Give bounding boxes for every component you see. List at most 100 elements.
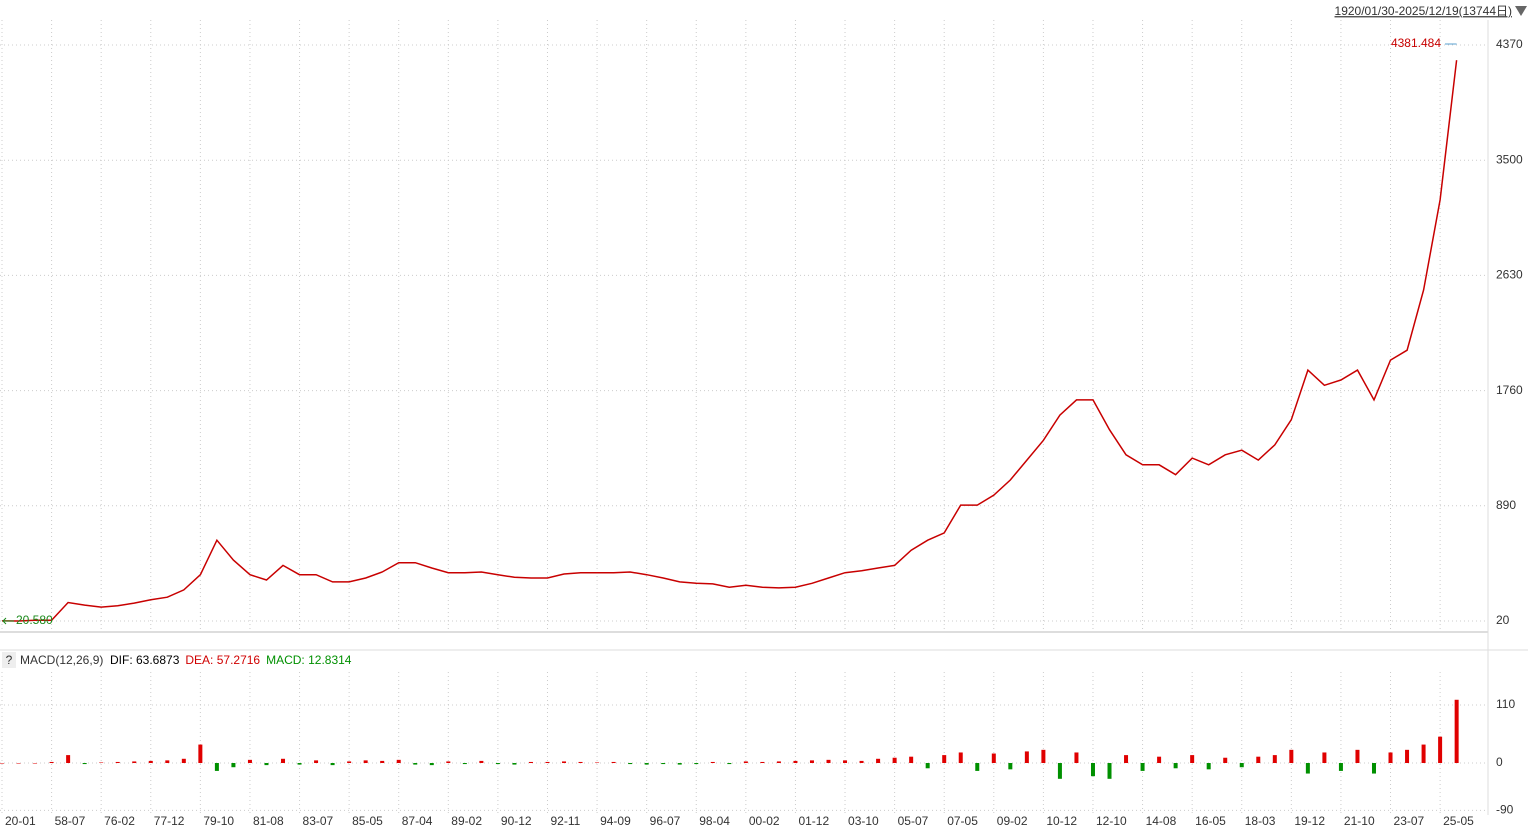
macd-bar — [0, 763, 4, 764]
macd-annotation: DIF: 63.6873 — [110, 653, 180, 667]
macd-bar — [1355, 749, 1360, 764]
macd-bar — [82, 763, 87, 765]
x-tick-label: 96-07 — [650, 814, 681, 828]
help[interactable]: ? — [6, 653, 13, 667]
macd-bar — [578, 761, 583, 764]
macd-bar — [413, 763, 418, 765]
macd-bar — [1206, 763, 1211, 770]
macd-bar — [909, 756, 914, 764]
macd-bar — [1405, 749, 1410, 764]
x-tick-label: 58-07 — [55, 814, 86, 828]
macd-bar — [281, 758, 286, 764]
x-tick-label: 87-04 — [402, 814, 433, 828]
x-tick-label: 79-10 — [203, 814, 234, 828]
y-tick-label: 110 — [1496, 697, 1515, 711]
range-header[interactable]: 1920/01/30-2025/12/19(13744日) — [1335, 4, 1512, 18]
macd-bar — [115, 761, 120, 764]
macd-bar — [677, 763, 682, 765]
x-tick-label: 10-12 — [1046, 814, 1077, 828]
macd-bar — [363, 760, 368, 764]
macd-bar — [16, 763, 21, 764]
x-tick-label: 23-07 — [1394, 814, 1425, 828]
macd-bar — [297, 763, 302, 765]
x-tick-label: 14-08 — [1146, 814, 1177, 828]
macd-bar — [859, 760, 864, 764]
macd-bar — [231, 763, 236, 768]
x-tick-label: 90-12 — [501, 814, 532, 828]
macd-bar — [826, 759, 831, 764]
macd-bar — [1371, 763, 1376, 774]
macd-bar — [495, 763, 500, 765]
macd-bar — [347, 761, 352, 764]
macd-bar — [843, 760, 848, 764]
macd-bar — [1421, 744, 1426, 764]
x-tick-label: 16-05 — [1195, 814, 1226, 828]
macd-bar — [942, 755, 947, 764]
macd-bar — [644, 763, 649, 765]
macd-bar — [214, 763, 219, 771]
macd-bar — [66, 755, 71, 764]
macd-bar — [330, 763, 335, 766]
price-line — [1, 60, 1458, 622]
x-tick-label: 19-12 — [1294, 814, 1325, 828]
macd-bar — [545, 761, 550, 764]
macd-bar — [1305, 763, 1310, 774]
macd-bar — [710, 761, 715, 764]
macd-bar — [661, 763, 666, 765]
max-label: 4381.484 — [1391, 36, 1441, 50]
macd-bar — [562, 761, 567, 764]
help-box[interactable] — [2, 652, 16, 668]
y-tick-label: 0 — [1496, 755, 1503, 769]
macd-bar — [165, 760, 170, 764]
macd-bar — [1074, 752, 1079, 764]
macd-bar — [892, 757, 897, 764]
macd-bar — [1140, 763, 1145, 771]
macd-bar — [1157, 756, 1162, 764]
macd-bar — [380, 760, 385, 764]
macd-bar — [429, 763, 434, 766]
macd-bar — [446, 761, 451, 764]
macd-bar — [991, 753, 996, 764]
x-tick-label: 77-12 — [154, 814, 185, 828]
y-tick-label: 890 — [1496, 498, 1516, 512]
macd-bar — [776, 761, 781, 764]
macd-bar — [99, 762, 104, 764]
x-tick-label: 94-09 — [600, 814, 631, 828]
x-tick-label: 01-12 — [798, 814, 829, 828]
macd-bar — [1024, 751, 1029, 764]
macd-bar — [264, 763, 269, 766]
dropdown-arrow[interactable] — [1515, 6, 1527, 16]
min-pointer — [2, 617, 14, 625]
macd-bar — [1057, 763, 1062, 779]
x-tick-label: 20-01 — [5, 814, 36, 828]
x-tick-label: 18-03 — [1245, 814, 1276, 828]
macd-title: MACD(12,26,9) — [20, 653, 103, 667]
macd-bar — [1438, 736, 1443, 764]
macd-bar — [49, 761, 54, 764]
x-tick-label: 25-05 — [1443, 814, 1474, 828]
macd-bar — [1388, 752, 1393, 764]
macd-bar — [1124, 755, 1129, 764]
macd-bar — [743, 761, 748, 764]
macd-bar — [1008, 763, 1013, 770]
macd-bar — [1190, 755, 1195, 764]
x-tick-label: 07-05 — [947, 814, 978, 828]
y-tick-label: 3500 — [1496, 152, 1523, 166]
x-tick-label: 85-05 — [352, 814, 383, 828]
macd-bar — [1272, 755, 1277, 764]
macd-bar — [1223, 757, 1228, 764]
macd-bar — [1107, 763, 1112, 779]
macd-bar — [611, 761, 616, 764]
macd-bar — [148, 760, 153, 764]
min-label: 20.580 — [16, 613, 53, 627]
x-tick-label: 03-10 — [848, 814, 879, 828]
macd-bar — [198, 744, 203, 764]
macd-bar — [1454, 699, 1459, 764]
x-tick-label: 09-02 — [997, 814, 1028, 828]
macd-bar — [876, 758, 881, 764]
x-tick-label: 00-02 — [749, 814, 780, 828]
macd-bar — [181, 758, 186, 764]
y-tick-label: 1760 — [1496, 383, 1523, 397]
macd-bar — [1090, 763, 1095, 777]
